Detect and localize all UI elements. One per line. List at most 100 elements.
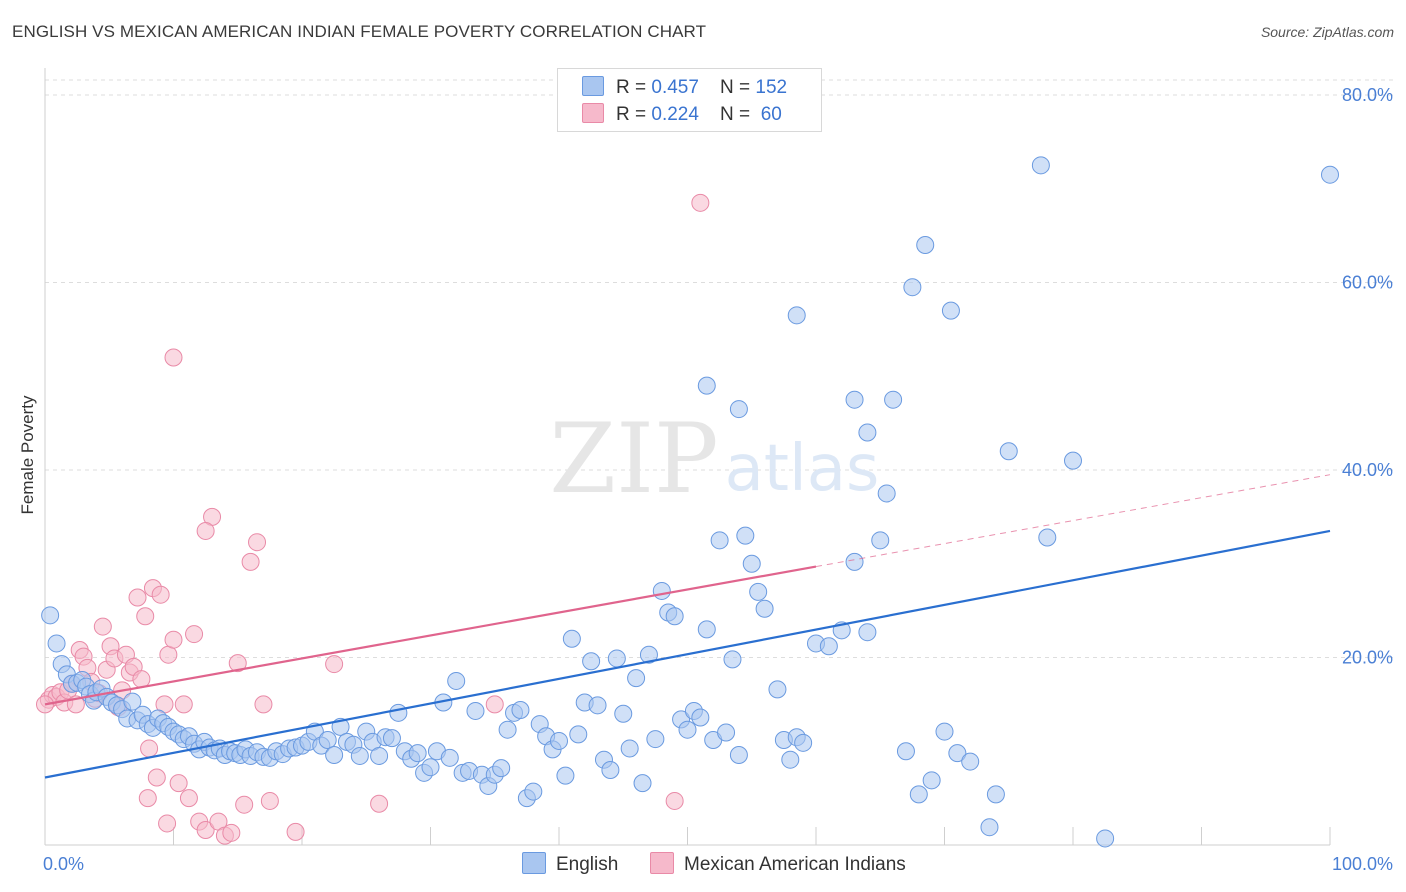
- legend-n-value: 152: [755, 77, 788, 98]
- point-english: [717, 723, 736, 742]
- point-english: [903, 278, 922, 297]
- point-english: [466, 701, 485, 720]
- grid-lines: [45, 79, 1395, 658]
- legend-r-label: R =: [616, 77, 652, 98]
- legend-swatch-english: [582, 76, 604, 96]
- point-english: [858, 423, 877, 442]
- point-mexican: [93, 617, 112, 636]
- point-english: [601, 761, 620, 779]
- point-english: [614, 704, 633, 723]
- point-english: [41, 606, 60, 625]
- legend-item-mexican[interactable]: Mexican American Indians: [650, 852, 906, 876]
- point-english: [646, 730, 665, 749]
- point-mexican: [179, 789, 198, 808]
- point-english: [1321, 165, 1339, 184]
- point-english: [562, 629, 581, 648]
- trend-lines: [44, 474, 1331, 779]
- point-english: [498, 720, 517, 739]
- point-english: [582, 652, 601, 671]
- point-english: [678, 720, 697, 739]
- point-english: [768, 680, 787, 699]
- point-english: [877, 484, 896, 503]
- point-english: [935, 722, 954, 741]
- point-english: [871, 531, 890, 550]
- point-english: [639, 645, 658, 664]
- point-english: [1096, 829, 1115, 848]
- point-mexican: [241, 552, 260, 571]
- y-tick-label: 60.0%: [1342, 273, 1393, 293]
- point-english: [845, 552, 864, 571]
- tick-labels: 20.0% 40.0% 60.0% 80.0% 0.0% 100.0%: [43, 85, 1393, 874]
- point-english: [787, 306, 806, 325]
- point-english: [524, 782, 543, 801]
- point-mexican: [185, 625, 204, 644]
- series-english: [41, 156, 1339, 848]
- point-english: [710, 531, 729, 550]
- point-english: [123, 692, 142, 711]
- point-english: [47, 634, 66, 653]
- point-mexican: [235, 795, 254, 814]
- point-mexican: [196, 821, 215, 839]
- trend-line-mexican: [44, 565, 817, 706]
- point-english: [408, 744, 427, 763]
- point-english: [492, 759, 511, 778]
- point-english: [922, 771, 941, 790]
- point-mexican: [147, 768, 166, 787]
- point-english: [819, 637, 838, 656]
- point-mexican: [159, 645, 178, 664]
- legend-n-label: N =: [720, 104, 756, 125]
- y-tick-label: 20.0%: [1342, 648, 1393, 668]
- point-english: [370, 746, 389, 765]
- point-english: [556, 766, 575, 785]
- point-english: [742, 554, 761, 573]
- point-english: [588, 696, 607, 715]
- legend-label-mexican: Mexican American Indians: [684, 854, 906, 875]
- point-mexican: [138, 789, 157, 808]
- point-english: [325, 746, 344, 764]
- trend-line-english: [44, 529, 1331, 779]
- point-mexican: [286, 822, 305, 841]
- point-english: [941, 301, 960, 320]
- legend-item-english[interactable]: English: [522, 852, 618, 876]
- point-mexican: [128, 588, 147, 607]
- point-english: [550, 731, 568, 750]
- point-mexican: [222, 823, 241, 842]
- point-english: [389, 703, 408, 722]
- point-english: [627, 669, 646, 688]
- point-english: [665, 607, 684, 626]
- legend-n-label: N =: [720, 77, 756, 98]
- legend-swatch-mexican: [650, 852, 674, 874]
- point-english: [858, 623, 877, 642]
- y-tick-label: 40.0%: [1342, 460, 1393, 480]
- point-english: [723, 650, 742, 669]
- point-mexican: [174, 695, 193, 714]
- point-english: [350, 746, 369, 765]
- point-english: [845, 390, 864, 409]
- point-english: [1064, 451, 1082, 470]
- point-mexican: [370, 794, 389, 813]
- legend-swatch-english: [522, 852, 546, 874]
- point-mexican: [196, 521, 215, 540]
- point-mexican: [158, 814, 177, 833]
- point-english: [697, 376, 716, 395]
- y-axis-label: Female Poverty: [18, 395, 37, 515]
- point-english: [691, 708, 710, 727]
- point-english: [909, 785, 928, 804]
- point-mexican: [254, 695, 273, 714]
- point-mexican: [260, 791, 279, 810]
- point-english: [781, 750, 800, 769]
- point-english: [569, 725, 588, 744]
- legend-r-value: 0.457: [651, 77, 699, 98]
- point-english: [961, 752, 980, 771]
- point-english: [980, 818, 999, 837]
- legend-n-value: 60: [755, 104, 782, 125]
- point-english: [1031, 156, 1050, 175]
- watermark-zip: ZIP: [549, 403, 718, 515]
- chart-title: ENGLISH VS MEXICAN AMERICAN INDIAN FEMAL…: [12, 22, 707, 41]
- point-english: [794, 733, 813, 752]
- point-mexican: [325, 655, 344, 674]
- point-english: [652, 581, 671, 600]
- point-mexican: [228, 654, 247, 673]
- point-english: [447, 671, 466, 690]
